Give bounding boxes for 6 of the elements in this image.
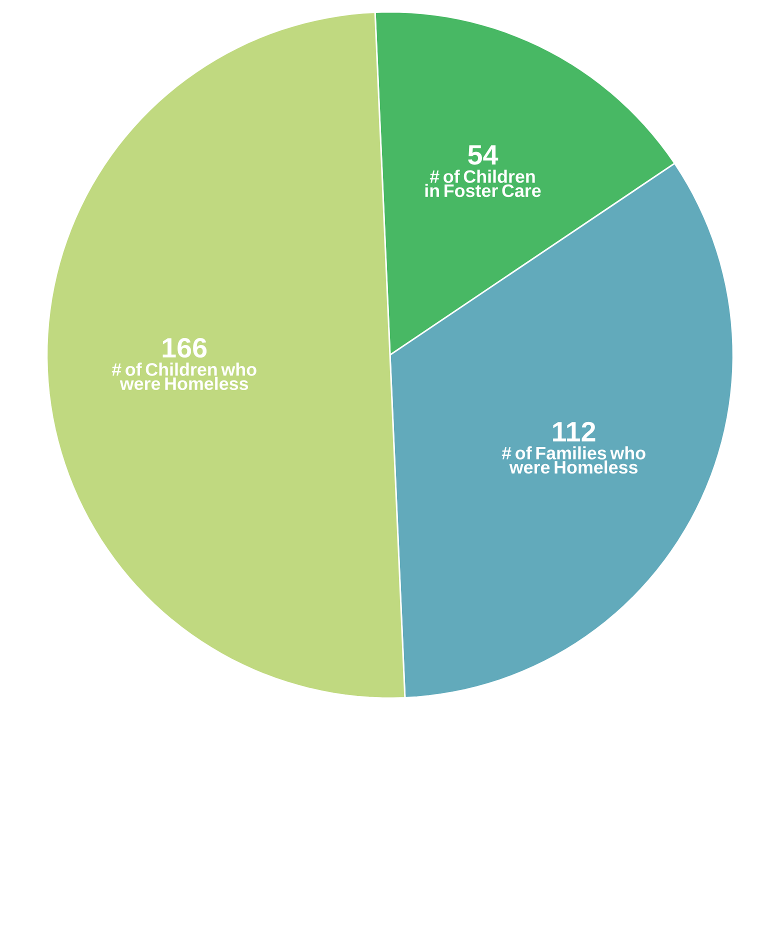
data-label: 54 — [468, 145, 498, 165]
data-label: 112 — [553, 422, 596, 442]
slice-label: # of Children who were Homeless — [112, 362, 256, 390]
slice-label: # of Children in Foster Care — [425, 170, 541, 198]
data-label: 166 — [162, 338, 207, 358]
slice-label: # of Families who were Homeless — [502, 446, 646, 474]
